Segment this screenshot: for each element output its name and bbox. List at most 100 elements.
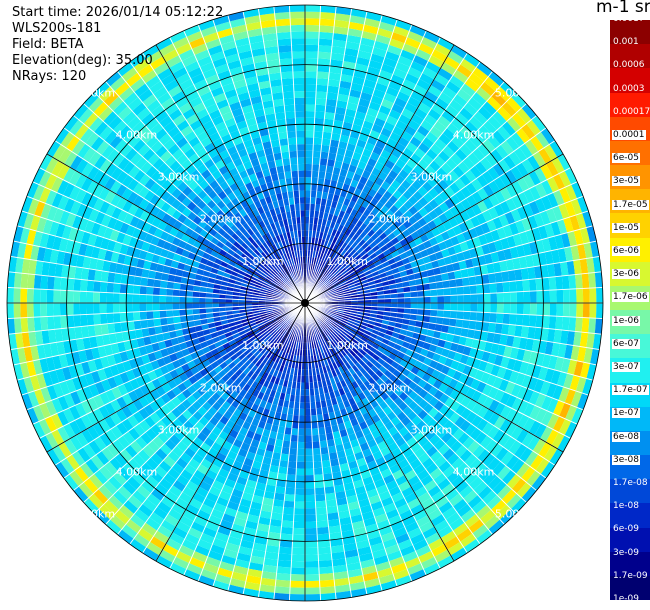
beta-cell xyxy=(509,246,519,259)
beta-cell xyxy=(320,5,337,14)
beta-cell xyxy=(377,303,385,308)
beta-cell xyxy=(471,499,487,515)
beta-cell xyxy=(473,329,482,341)
beta-cell xyxy=(86,291,94,303)
beta-cell xyxy=(332,281,340,287)
beta-cell xyxy=(355,378,364,387)
beta-cell xyxy=(87,425,100,441)
beta-cell xyxy=(105,203,117,217)
beta-cell xyxy=(40,289,48,303)
beta-cell xyxy=(147,352,157,363)
beta-cell xyxy=(319,259,324,267)
beta-cell xyxy=(313,264,318,272)
beta-cell xyxy=(112,303,120,314)
beta-cell xyxy=(361,252,370,261)
beta-cell xyxy=(231,488,244,499)
beta-cell xyxy=(529,290,537,303)
beta-cell xyxy=(86,180,99,195)
beta-cell xyxy=(505,335,515,348)
beta-cell xyxy=(503,303,511,314)
beta-cell xyxy=(56,410,69,427)
beta-cell xyxy=(264,277,272,284)
beta-cell xyxy=(117,485,133,500)
beta-cell xyxy=(258,516,271,526)
beta-cell xyxy=(305,455,314,462)
beta-cell xyxy=(108,475,123,491)
beta-cell xyxy=(354,430,365,440)
beta-cell xyxy=(460,125,474,140)
beta-cell xyxy=(261,284,269,289)
beta-cell xyxy=(53,315,62,330)
beta-cell xyxy=(320,331,325,339)
beta-cell xyxy=(377,252,386,260)
beta-cell xyxy=(69,119,84,136)
beta-cell xyxy=(140,277,149,287)
beta-cell xyxy=(511,112,527,128)
beta-cell xyxy=(285,316,291,322)
beta-cell xyxy=(476,212,487,225)
beta-cell xyxy=(118,504,135,520)
beta-cell xyxy=(282,507,295,515)
beta-cell xyxy=(238,245,246,253)
beta-cell xyxy=(149,194,161,206)
beta-cell xyxy=(256,321,264,328)
beta-cell xyxy=(575,317,583,333)
beta-cell xyxy=(190,521,206,533)
beta-cell xyxy=(524,139,539,156)
beta-cell xyxy=(63,474,79,491)
beta-cell xyxy=(323,329,329,337)
beta-cell xyxy=(348,21,365,31)
beta-cell xyxy=(417,296,425,303)
beta-cell xyxy=(450,295,458,303)
beta-cell xyxy=(265,232,272,240)
beta-cell xyxy=(92,408,105,423)
beta-cell xyxy=(288,333,294,341)
beta-cell xyxy=(291,428,299,436)
beta-cell xyxy=(354,281,362,287)
beta-cell xyxy=(490,229,501,242)
beta-cell xyxy=(267,437,277,446)
beta-cell xyxy=(39,402,51,419)
beta-cell xyxy=(19,362,30,379)
beta-cell xyxy=(499,418,512,433)
beta-cell xyxy=(294,488,305,496)
beta-cell xyxy=(319,25,335,33)
beta-cell xyxy=(155,448,168,461)
beta-cell xyxy=(230,373,239,382)
beta-cell xyxy=(311,334,316,342)
beta-cell xyxy=(219,294,226,299)
beta-cell xyxy=(377,462,390,473)
beta-cell xyxy=(327,284,334,290)
beta-cell xyxy=(330,545,345,554)
beta-cell xyxy=(341,241,348,250)
beta-cell xyxy=(119,371,130,384)
beta-cell xyxy=(546,397,559,414)
beta-cell xyxy=(486,332,495,343)
beta-cell xyxy=(298,422,305,429)
beta-cell xyxy=(328,363,335,372)
beta-cell xyxy=(434,97,450,111)
beta-cell xyxy=(268,271,276,278)
beta-cell xyxy=(159,287,167,296)
beta-cell xyxy=(364,482,377,492)
beta-cell xyxy=(388,245,397,254)
beta-cell xyxy=(74,326,83,340)
beta-cell xyxy=(395,436,407,448)
beta-cell xyxy=(323,358,329,366)
beta-cell xyxy=(88,116,104,133)
beta-cell xyxy=(363,517,377,527)
beta-cell xyxy=(573,360,584,377)
beta-cell xyxy=(337,351,344,359)
beta-cell xyxy=(317,325,322,333)
beta-cell xyxy=(139,303,147,312)
beta-cell xyxy=(450,153,463,166)
beta-cell xyxy=(491,91,507,107)
beta-cell xyxy=(351,76,365,86)
beta-cell xyxy=(320,198,328,206)
beta-cell xyxy=(393,497,408,509)
beta-cell xyxy=(479,435,493,449)
beta-cell xyxy=(540,426,553,443)
beta-cell xyxy=(539,210,551,226)
beta-cell xyxy=(192,158,204,170)
beta-cell xyxy=(279,319,286,326)
